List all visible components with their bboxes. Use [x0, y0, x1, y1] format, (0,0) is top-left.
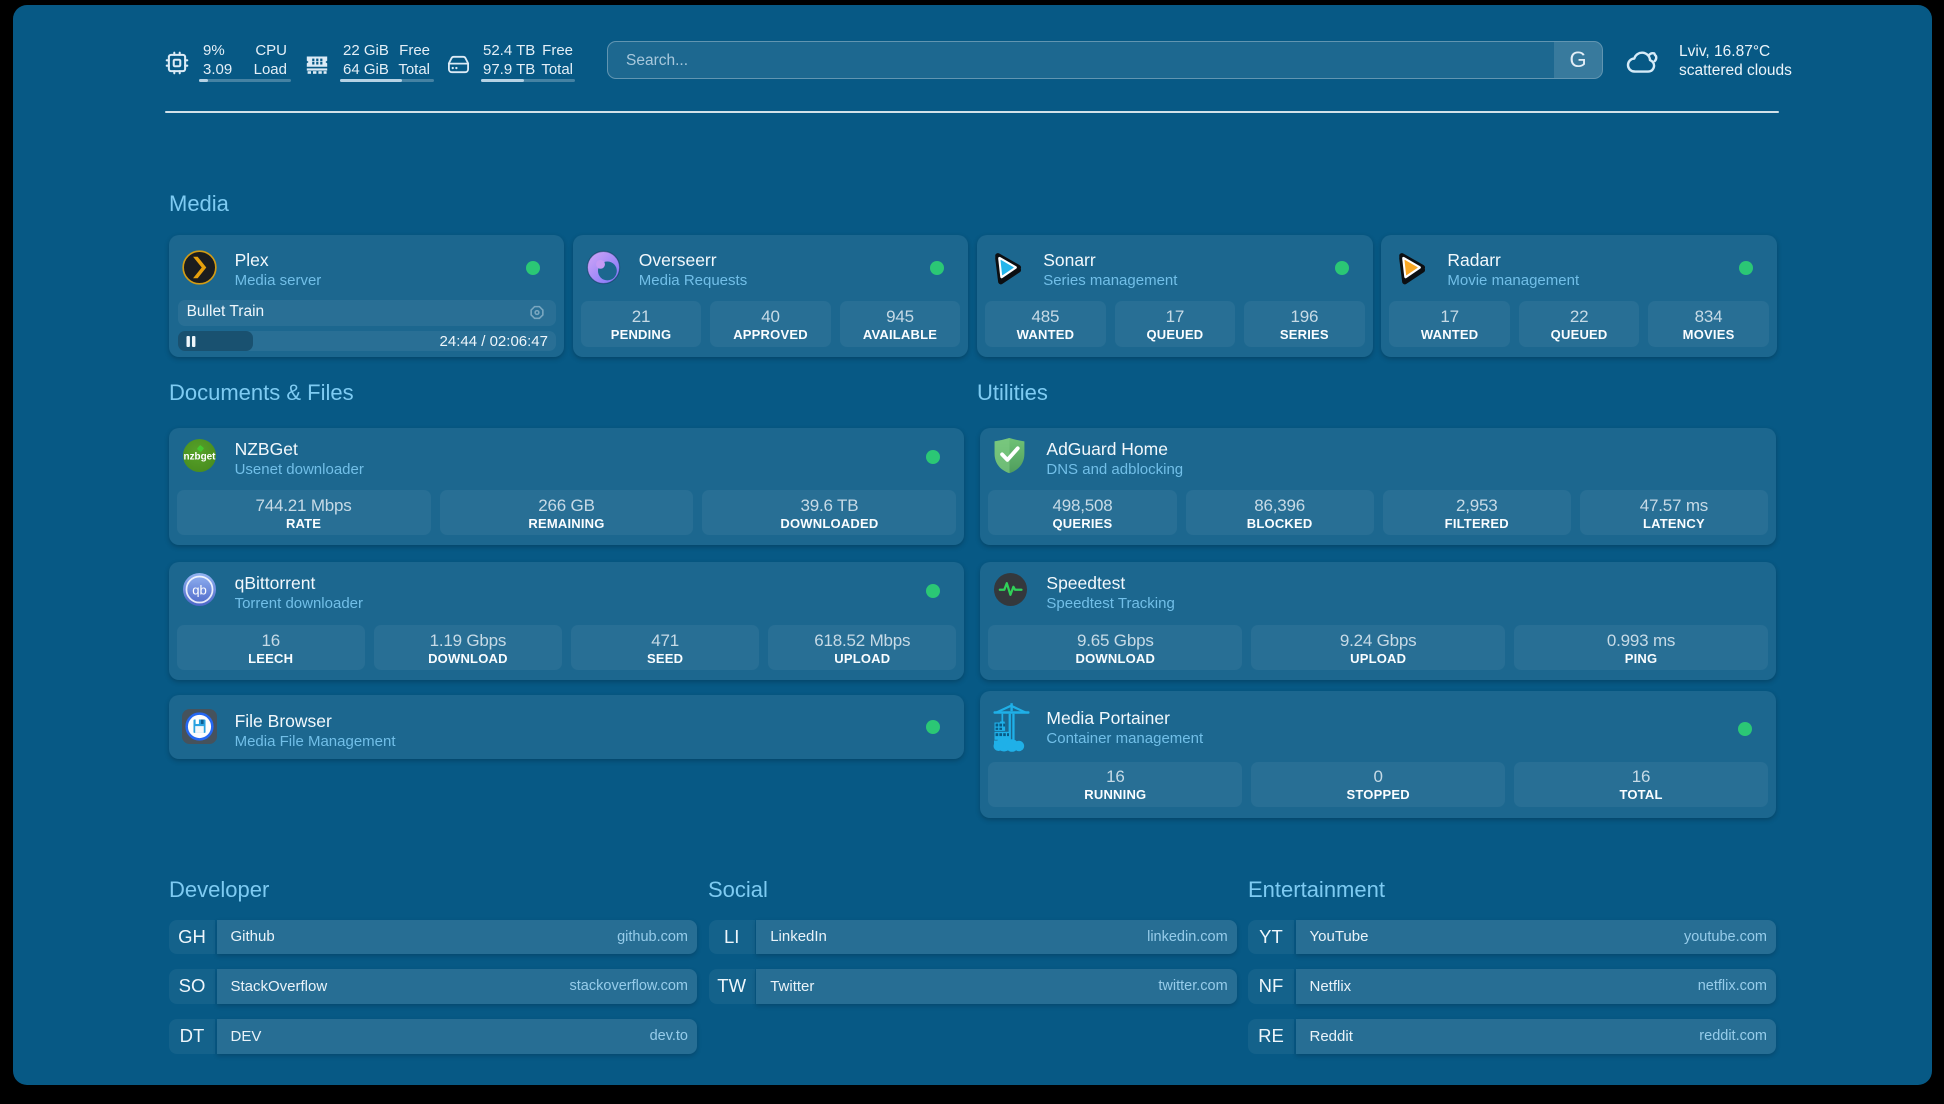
svg-text:qb: qb [192, 582, 207, 597]
svg-text:nzbget: nzbget [183, 452, 216, 463]
